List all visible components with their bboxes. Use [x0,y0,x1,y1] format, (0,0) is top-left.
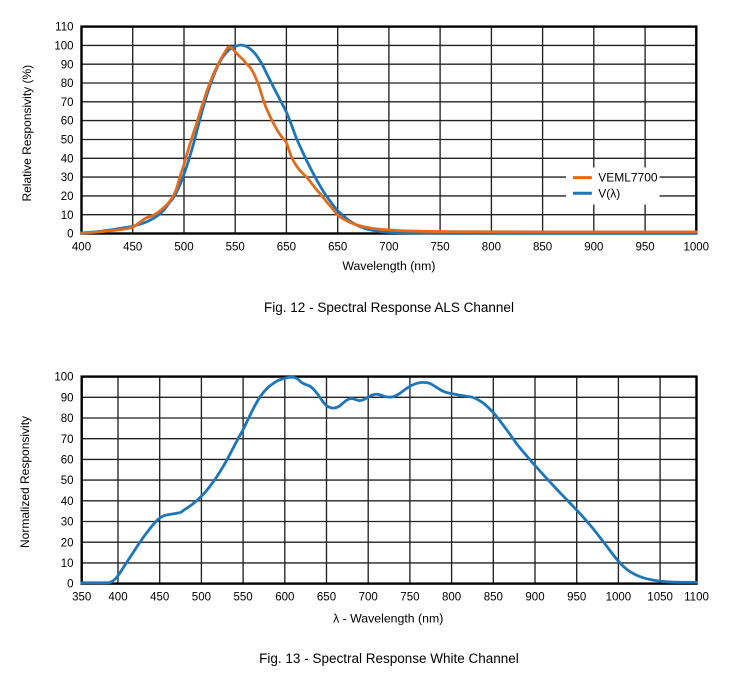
svg-text:40: 40 [61,153,74,165]
svg-text:50: 50 [61,135,74,147]
svg-text:60: 60 [61,116,74,128]
svg-text:Wavelength (nm): Wavelength (nm) [342,259,435,273]
svg-text:VEML7700: VEML7700 [598,171,658,185]
svg-text:10: 10 [61,558,74,570]
svg-text:850: 850 [533,242,552,254]
svg-text:20: 20 [61,537,74,549]
svg-text:110: 110 [55,22,73,34]
svg-text:450: 450 [150,592,169,604]
svg-text:650: 650 [317,592,336,604]
svg-text:600: 600 [275,592,294,604]
svg-text:0: 0 [67,229,73,241]
svg-text:500: 500 [174,242,193,254]
svg-text:1050: 1050 [647,592,673,604]
svg-text:650: 650 [328,242,347,254]
svg-text:450: 450 [123,242,142,254]
svg-text:Relative Responsivity (%): Relative Responsivity (%) [20,65,34,202]
svg-text:80: 80 [61,78,74,90]
svg-text:60: 60 [61,455,74,467]
svg-text:500: 500 [192,592,211,604]
svg-text:950: 950 [636,242,655,254]
svg-text:90: 90 [61,59,74,71]
svg-text:700: 700 [379,242,398,254]
svg-text:Fig. 12 - Spectral Response AL: Fig. 12 - Spectral Response ALS Channel [264,300,514,315]
svg-text:550: 550 [234,592,253,604]
svg-text:100: 100 [54,372,73,384]
svg-text:Fig. 13 - Spectral Response Wh: Fig. 13 - Spectral Response White Channe… [259,651,519,666]
svg-text:0: 0 [67,579,73,591]
svg-text:650: 650 [277,242,296,254]
svg-text:70: 70 [61,434,74,446]
svg-text:V(λ): V(λ) [598,186,620,200]
svg-text:40: 40 [61,496,74,508]
svg-text:400: 400 [108,592,127,604]
svg-text:750: 750 [400,592,419,604]
svg-text:800: 800 [482,242,501,254]
svg-text:50: 50 [61,475,74,487]
svg-text:1000: 1000 [606,592,632,604]
svg-text:Normalized Responsivity: Normalized Responsivity [18,416,32,548]
svg-text:900: 900 [525,592,544,604]
svg-text:70: 70 [61,97,74,109]
svg-text:900: 900 [584,242,603,254]
svg-text:20: 20 [61,191,74,203]
svg-text:λ - Wavelength (nm): λ - Wavelength (nm) [333,611,443,625]
svg-text:950: 950 [567,592,586,604]
svg-text:550: 550 [226,242,245,254]
svg-text:700: 700 [359,592,378,604]
svg-text:350: 350 [72,592,91,604]
svg-text:400: 400 [72,242,91,254]
svg-text:750: 750 [431,242,450,254]
svg-text:1000: 1000 [684,242,710,254]
svg-text:850: 850 [484,592,503,604]
svg-text:80: 80 [61,413,74,425]
svg-text:30: 30 [61,172,74,184]
svg-text:1100: 1100 [684,592,709,604]
svg-text:30: 30 [61,517,74,529]
svg-text:100: 100 [54,41,73,53]
svg-text:90: 90 [61,392,74,404]
svg-text:10: 10 [61,210,74,222]
svg-text:800: 800 [442,592,461,604]
